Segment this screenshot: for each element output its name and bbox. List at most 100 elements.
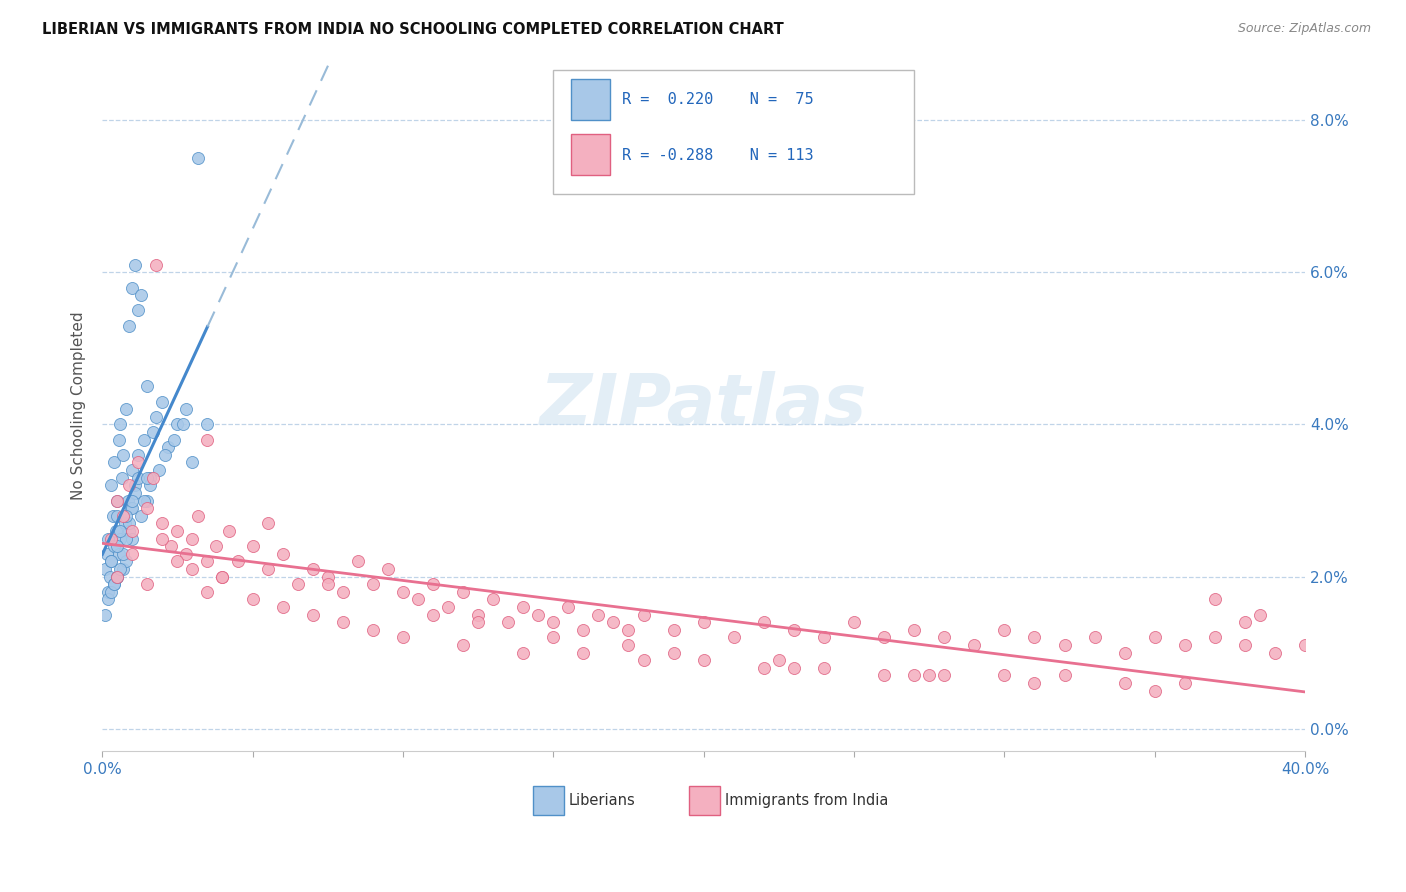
Point xyxy=(963,638,986,652)
Point xyxy=(105,569,128,583)
Point xyxy=(163,433,186,447)
Point xyxy=(692,653,714,667)
Point xyxy=(181,562,204,576)
Point xyxy=(346,554,368,568)
Point xyxy=(226,554,249,568)
Point xyxy=(94,607,117,622)
Point xyxy=(422,577,444,591)
Point xyxy=(121,524,143,538)
Point xyxy=(110,532,132,546)
Point xyxy=(115,554,138,568)
Point xyxy=(602,615,624,629)
Point xyxy=(118,516,141,531)
Point xyxy=(124,478,146,492)
Text: Source: ZipAtlas.com: Source: ZipAtlas.com xyxy=(1237,22,1371,36)
Point xyxy=(121,463,143,477)
Point xyxy=(873,668,896,682)
Point xyxy=(842,615,865,629)
Point xyxy=(94,562,117,576)
Point xyxy=(117,493,139,508)
Point xyxy=(993,668,1015,682)
Point xyxy=(115,508,138,523)
Point xyxy=(752,615,775,629)
Point xyxy=(136,493,159,508)
Point xyxy=(271,599,294,614)
Point xyxy=(100,554,122,568)
Point xyxy=(112,448,135,462)
Point xyxy=(617,638,640,652)
Point xyxy=(1204,631,1226,645)
Point xyxy=(543,631,565,645)
Point xyxy=(136,501,159,516)
Text: Immigrants from India: Immigrants from India xyxy=(725,793,889,808)
Point xyxy=(783,623,806,637)
Point xyxy=(160,539,183,553)
Point xyxy=(903,668,925,682)
Point xyxy=(197,433,219,447)
Point xyxy=(105,569,128,583)
Point xyxy=(110,562,132,576)
Text: R = -0.288    N = 113: R = -0.288 N = 113 xyxy=(621,147,814,162)
Point xyxy=(150,394,173,409)
Point xyxy=(104,524,127,538)
Point xyxy=(136,471,159,485)
Point xyxy=(271,547,294,561)
Point xyxy=(187,508,209,523)
Point xyxy=(100,532,122,546)
Point xyxy=(242,592,264,607)
Point xyxy=(118,524,141,538)
Point xyxy=(115,532,138,546)
Point xyxy=(1024,631,1046,645)
Point xyxy=(903,623,925,637)
Point xyxy=(1204,592,1226,607)
Point xyxy=(752,661,775,675)
Point xyxy=(150,516,173,531)
Point xyxy=(166,524,188,538)
Point xyxy=(121,280,143,294)
Point xyxy=(105,569,128,583)
Point xyxy=(316,569,339,583)
Point xyxy=(100,554,122,568)
Point xyxy=(633,607,655,622)
Point xyxy=(112,508,135,523)
Point xyxy=(1233,638,1256,652)
Text: ZIPatlas: ZIPatlas xyxy=(540,371,868,440)
Point xyxy=(97,592,120,607)
Point xyxy=(1249,607,1271,622)
Point xyxy=(572,623,595,637)
Point xyxy=(211,569,233,583)
Point xyxy=(187,152,209,166)
Point xyxy=(527,607,550,622)
Point xyxy=(131,288,153,302)
Point xyxy=(287,577,309,591)
Point xyxy=(377,562,399,576)
Point xyxy=(451,584,474,599)
Point xyxy=(157,440,180,454)
Point xyxy=(136,577,159,591)
FancyBboxPatch shape xyxy=(571,79,610,120)
Point xyxy=(145,258,167,272)
Point xyxy=(993,623,1015,637)
Point xyxy=(112,547,135,561)
Point xyxy=(115,402,138,417)
Point xyxy=(110,417,132,432)
Point xyxy=(136,379,159,393)
Point xyxy=(112,562,135,576)
Point xyxy=(114,516,136,531)
Point xyxy=(127,455,149,469)
Point xyxy=(107,547,129,561)
Point xyxy=(176,547,198,561)
Point xyxy=(105,508,128,523)
Point xyxy=(118,318,141,333)
Point xyxy=(496,615,519,629)
Point xyxy=(145,409,167,424)
Point xyxy=(101,508,124,523)
Text: Liberians: Liberians xyxy=(569,793,636,808)
Point xyxy=(482,592,505,607)
Point xyxy=(155,448,177,462)
Point xyxy=(100,478,122,492)
Point xyxy=(1233,615,1256,629)
Point xyxy=(361,623,384,637)
Point xyxy=(768,653,790,667)
Point xyxy=(105,539,128,553)
